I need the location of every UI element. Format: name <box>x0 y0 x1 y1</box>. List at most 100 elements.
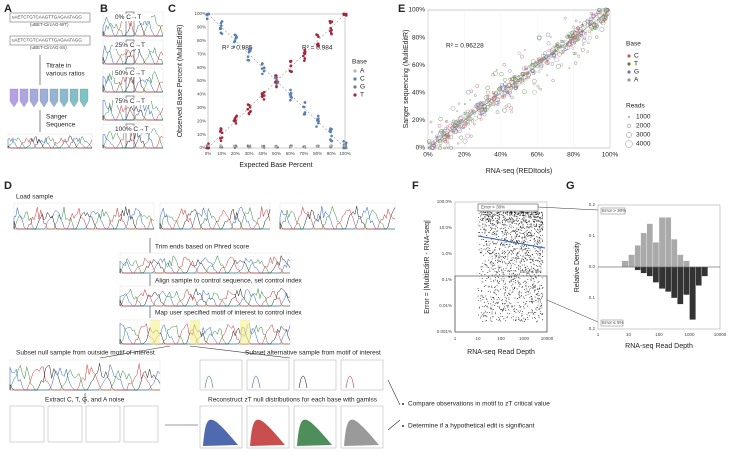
scatter-point <box>593 26 597 30</box>
scatter-point <box>539 248 541 250</box>
scatter-point <box>482 112 487 117</box>
scatter-point <box>517 252 519 253</box>
scatter-point <box>302 54 305 58</box>
scatter-point <box>540 260 542 262</box>
scatter-point <box>507 227 509 229</box>
scatter-point <box>536 57 542 63</box>
scatter-point <box>526 288 528 290</box>
scatter-point <box>503 274 505 276</box>
scatter-point <box>521 314 523 316</box>
scatter-point <box>207 146 211 150</box>
scatter-point <box>528 311 530 313</box>
scatter-point <box>516 218 518 220</box>
scatter-point <box>481 266 483 268</box>
scatter-point <box>533 285 535 287</box>
scatter-point <box>524 65 528 70</box>
scatter-point <box>499 306 501 308</box>
histogram-bar <box>658 217 666 268</box>
scatter-point <box>261 94 264 98</box>
tube <box>79 88 89 108</box>
scatter-point <box>524 241 526 243</box>
scatter-point <box>481 211 482 213</box>
scatter-point <box>502 310 503 312</box>
scatter-point <box>486 298 487 300</box>
scatter-point <box>518 258 520 260</box>
scatter-point <box>528 217 530 219</box>
x-tick-label: 90% <box>327 151 336 156</box>
scatter-point <box>538 217 540 219</box>
scatter-point <box>537 304 539 306</box>
scatter-point <box>499 320 501 322</box>
scatter-point <box>303 59 306 62</box>
scatter-point <box>505 320 507 322</box>
scatter-point <box>507 254 509 256</box>
legend-label: C <box>360 76 365 83</box>
scatter-point <box>502 211 504 213</box>
scatter-point <box>532 261 534 263</box>
scatter-point <box>521 229 523 231</box>
scatter-point <box>516 233 518 235</box>
scatter-point <box>523 264 525 266</box>
label-bg <box>113 42 151 49</box>
scatter-point <box>430 131 434 134</box>
scatter-point <box>529 274 531 276</box>
scatter-point <box>456 110 459 113</box>
scatter-point <box>525 285 527 287</box>
scatter-point <box>601 14 606 19</box>
histogram-bar <box>695 266 702 286</box>
x-tick-label: 80% <box>567 152 580 159</box>
scatter-point <box>486 316 488 317</box>
scatter-point <box>303 145 306 148</box>
scatter-point <box>550 52 552 55</box>
scatter-point <box>510 270 512 271</box>
scatter-point <box>274 76 277 79</box>
scatter-point <box>489 215 491 217</box>
scatter-point <box>508 297 510 299</box>
scatter-point <box>451 130 456 134</box>
scatter-point <box>483 312 485 314</box>
scatter-point <box>527 214 529 216</box>
scatter-point <box>480 269 482 270</box>
scatter-point <box>490 219 492 221</box>
scatter-point <box>514 310 516 312</box>
scatter-point <box>481 312 483 314</box>
scatter-point <box>501 259 503 261</box>
scatter-point <box>507 269 509 271</box>
scatter-point <box>499 309 501 311</box>
scatter-point <box>490 261 492 263</box>
scatter-point <box>532 64 537 69</box>
scatter-point <box>586 50 590 54</box>
scatter-point <box>517 51 521 55</box>
distribution <box>250 419 285 446</box>
scatter-point <box>506 103 512 108</box>
scatter-point <box>488 266 490 268</box>
highlight <box>125 67 135 93</box>
x-tick-label: 40% <box>258 151 267 156</box>
scatter-point <box>521 212 523 214</box>
step-text: Trim ends based on Phred score <box>155 244 249 251</box>
scatter-point <box>520 245 522 247</box>
scatter-point <box>499 248 501 250</box>
scatter-point <box>274 146 277 149</box>
scatter-point <box>493 249 495 251</box>
scatter-point <box>487 252 489 254</box>
scatter-point <box>494 234 496 236</box>
scatter-point <box>520 296 522 298</box>
scatter-point <box>466 120 470 124</box>
scatter-point <box>525 219 527 221</box>
scatter-point <box>524 232 526 234</box>
distribution <box>203 419 238 446</box>
scatter-point <box>542 223 544 224</box>
scatter-point <box>515 229 517 231</box>
y-tick-label: 0.1% <box>442 277 452 282</box>
scatter-point <box>477 217 479 219</box>
scatter-point <box>519 306 521 308</box>
scatter-point <box>502 222 504 224</box>
scatter-point <box>488 249 490 251</box>
y-axis-title: Sanger sequencing (MultiEditR) <box>403 30 410 129</box>
scatter-point <box>490 296 492 298</box>
scatter-point <box>571 33 575 38</box>
scatter-point <box>497 218 498 220</box>
scatter-point <box>520 214 521 216</box>
sequence-label: (uBET-CircAG-WT) <box>30 22 69 27</box>
